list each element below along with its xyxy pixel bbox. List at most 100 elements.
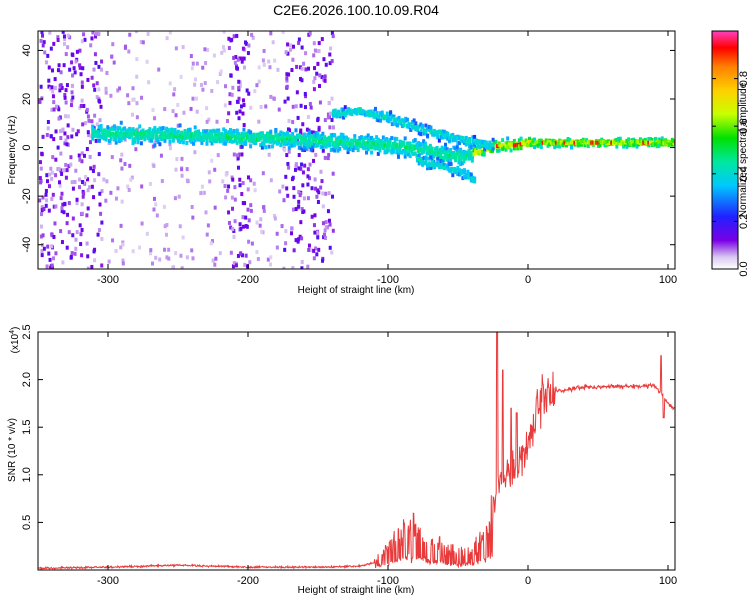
spectrogram-band-cell	[461, 139, 465, 144]
spectrogram-noise-cell	[237, 85, 241, 90]
spectrogram-noise-cell	[237, 116, 241, 121]
snr-xtick-label: -100	[377, 575, 399, 587]
spectrogram-noise-cell	[234, 263, 238, 268]
spectrogram-band-cell	[426, 126, 430, 131]
spectrogram-band-cell	[208, 133, 212, 138]
spectrogram-band-cell	[333, 133, 337, 138]
spectrogram-band-cell	[277, 133, 281, 138]
spectrogram-band-cell	[524, 142, 528, 147]
spectrogram-noise-cell	[131, 112, 135, 117]
spectrogram-band-cell	[393, 136, 397, 141]
spectrogram-band-cell	[245, 133, 249, 138]
spectrogram-band-cell	[230, 139, 234, 144]
spectrogram-noise-cell	[180, 173, 184, 178]
spectrogram-noise-cell	[239, 104, 243, 109]
spectrogram-noise-cell	[287, 149, 291, 154]
spectrogram-noise-cell	[97, 172, 101, 177]
spectrogram-band-cell	[442, 150, 446, 155]
spectrogram-noise-cell	[109, 190, 113, 195]
spectrogram-band-cell	[170, 134, 174, 139]
spectrogram-noise-cell	[63, 93, 67, 98]
spectrogram-noise-cell	[135, 31, 139, 34]
spectrogram-noise-cell	[38, 198, 42, 203]
spectrogram-band-cell	[260, 141, 264, 146]
spectrogram-noise-cell	[320, 179, 324, 184]
spectrogram-band-cell	[230, 131, 234, 136]
spectrogram-noise-cell	[61, 127, 65, 132]
spectrogram-band-cell	[441, 129, 445, 134]
spectrogram-noise-cell	[251, 35, 255, 40]
spectrogram-band-cell	[193, 138, 197, 143]
spectrogram-band-cell	[469, 156, 473, 161]
spectrogram-band-cell	[118, 138, 122, 143]
spectrogram-band-cell	[207, 132, 211, 137]
spectrogram-noise-cell	[67, 201, 71, 206]
spectrogram-band-cell	[452, 137, 456, 142]
spectrogram-noise-cell	[65, 168, 69, 173]
spectrogram-noise-cell	[277, 107, 281, 112]
spectrogram-band-cell	[423, 144, 427, 149]
spectrogram-band-cell	[511, 142, 515, 147]
spectrogram-band-cell	[615, 144, 619, 149]
spectrogram-noise-cell	[78, 65, 82, 70]
spectrogram-band-cell	[623, 142, 627, 147]
spectrogram-noise-cell	[167, 256, 171, 261]
spectrogram-noise-cell	[327, 101, 331, 106]
spectrogram-noise-cell	[112, 60, 116, 65]
spectrogram-noise-cell	[62, 34, 66, 39]
spectrogram-noise-cell	[297, 237, 301, 242]
spectrogram-band-cell	[468, 139, 472, 144]
spectrogram-band-cell	[451, 138, 455, 143]
spectrogram-noise-cell	[248, 260, 252, 265]
spectrogram-band-cell	[366, 141, 370, 146]
spectrogram-noise-cell	[328, 245, 332, 250]
spectrogram-band-cell	[459, 162, 463, 167]
snr-exponent-label: (x104)	[9, 327, 21, 354]
spectrogram-noise-cell	[315, 194, 319, 199]
spectrogram-band-cell	[324, 139, 328, 144]
spectrogram-band-cell	[339, 141, 343, 146]
spectrogram-band-cell	[333, 148, 337, 153]
spectrogram-band-cell	[220, 132, 224, 137]
spectrogram-band-cell	[425, 151, 429, 156]
spectrogram-band-cell	[559, 140, 563, 145]
spectrogram-band-cell	[190, 134, 194, 139]
spectrogram-band-cell	[576, 139, 580, 144]
spectrogram-band-cell	[570, 145, 573, 150]
spectrogram-band-cell	[380, 114, 384, 119]
spectrogram-noise-cell	[233, 60, 237, 65]
spectrogram-band-cell	[467, 156, 471, 161]
spectrogram-noise-cell	[54, 251, 58, 256]
spectrogram-noise-cell	[65, 83, 69, 88]
spectrogram-band-cell	[370, 140, 374, 145]
spectrogram-band-cell	[228, 139, 232, 144]
spectrogram-band-cell	[466, 169, 470, 174]
spectrogram-band-cell	[388, 140, 392, 145]
spectrogram-noise-cell	[180, 156, 184, 161]
spectrogram-band-cell	[381, 141, 385, 146]
spectrogram-noise-cell	[60, 85, 64, 90]
spectrogram-band-cell	[368, 144, 372, 149]
spectrogram-band-cell	[332, 111, 335, 116]
spectrogram-noise-cell	[322, 232, 326, 237]
spectrogram-band-cell	[195, 133, 199, 138]
spectrogram-band-cell	[188, 138, 192, 143]
spectrogram-band-cell	[242, 133, 246, 138]
spectrogram-noise-cell	[85, 107, 89, 112]
spectrogram-noise-cell	[81, 194, 85, 199]
spectrogram-band-cell	[396, 151, 400, 156]
spectrogram-band-cell	[417, 124, 421, 129]
spectrogram-noise-cell	[297, 199, 301, 204]
spectrogram-band-cell	[223, 131, 227, 136]
spectrogram-band-cell	[413, 151, 417, 156]
spectrogram-band-cell	[307, 130, 311, 135]
spectrogram-noise-cell	[71, 95, 75, 100]
spectrogram-noise-cell	[297, 40, 301, 45]
spectrogram-band-cell	[264, 135, 268, 140]
spectrogram-band-cell	[531, 139, 535, 144]
spectrogram-noise-cell	[331, 171, 335, 176]
spectrogram-band-cell	[456, 136, 460, 141]
spectrogram-band-cell	[657, 137, 661, 142]
spectrogram-noise-cell	[313, 66, 317, 71]
spectrogram-noise-cell	[178, 224, 182, 229]
